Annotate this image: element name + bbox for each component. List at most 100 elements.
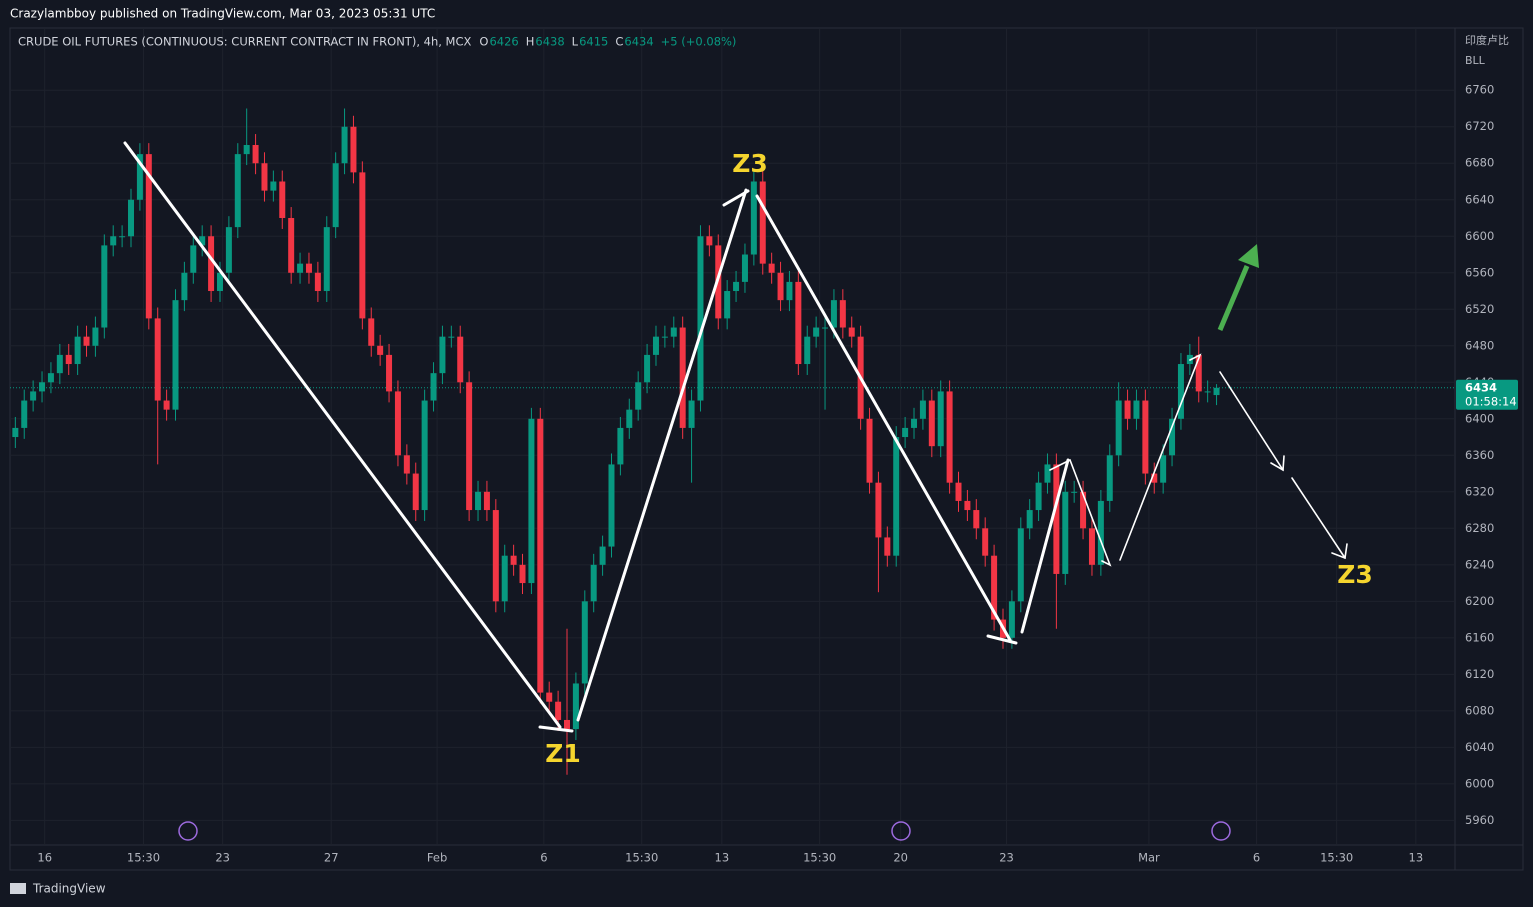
y-tick-label: 6000 (1465, 776, 1494, 790)
y-tick-label: 6480 (1465, 338, 1494, 352)
candle-body (163, 400, 170, 410)
candle-body (688, 400, 695, 428)
candle-body (1151, 473, 1158, 483)
candle-body (332, 163, 339, 228)
candle-body (12, 427, 19, 438)
candle-body (412, 473, 419, 511)
candle-body (830, 300, 837, 328)
candle-body (110, 236, 117, 246)
candle-body (848, 327, 855, 337)
ohlc-letter: C (615, 35, 623, 49)
x-tick-label: 13 (715, 851, 730, 865)
zigzag (755, 194, 1012, 642)
y-tick-label: 6760 (1465, 83, 1494, 97)
candle-body (190, 245, 197, 273)
candle-body (884, 537, 891, 556)
ohlc-value: 6426 (489, 35, 518, 49)
candle-body (795, 281, 802, 365)
unit: BLL (1465, 54, 1486, 67)
events (178, 821, 1231, 841)
event-icon[interactable] (1211, 821, 1231, 841)
candle-body (243, 144, 250, 155)
candle-body (839, 300, 846, 328)
candle-body (475, 491, 482, 511)
candle-body (145, 154, 152, 319)
change: +5 (+0.08%) (661, 35, 737, 49)
candle-body (652, 336, 659, 355)
candle-body (1115, 400, 1122, 456)
ohlc-value: 6438 (535, 35, 564, 49)
green-arrow-head (1238, 244, 1259, 268)
candle-body (368, 318, 375, 346)
x-tick-label: 13 (1409, 851, 1424, 865)
candle-body (208, 236, 215, 292)
candle-body (813, 327, 820, 337)
candle-body (750, 181, 757, 255)
candle-body (1195, 354, 1202, 392)
projection (1219, 371, 1284, 471)
annotation: Z3 (732, 149, 768, 178)
candle-body (21, 400, 28, 428)
candle-body (261, 163, 268, 191)
x-tick-label: 15:30 (625, 851, 658, 865)
candle-body (403, 455, 410, 474)
candle-body (599, 546, 606, 565)
candle-body (902, 427, 909, 438)
candle-body (83, 336, 90, 346)
candle-body (101, 245, 108, 328)
candle-body (74, 336, 81, 365)
candle-body (1071, 491, 1078, 493)
candle-body (199, 236, 206, 246)
candle-body (564, 719, 571, 730)
footer-brand: TradingView (32, 882, 106, 896)
candle-body (1106, 455, 1113, 501)
brand-logo (10, 883, 26, 894)
candle-body (1097, 500, 1104, 565)
candle-body (1008, 601, 1015, 638)
y-tick-label: 6360 (1465, 448, 1494, 462)
candle-body (519, 564, 526, 584)
x-tick-label: 15:30 (1320, 851, 1353, 865)
candle-body (92, 327, 99, 346)
candle-body (483, 491, 490, 511)
candle-body (1044, 464, 1051, 483)
candle-body (172, 300, 179, 410)
candle-body (724, 291, 731, 319)
candle-body (56, 354, 63, 374)
x-tick-label: 23 (999, 851, 1014, 865)
x-tick-label: 20 (893, 851, 908, 865)
candle-body (341, 126, 348, 164)
event-icon[interactable] (178, 821, 198, 841)
candle-body (991, 555, 998, 620)
candle-body (457, 336, 464, 383)
candle-body (128, 199, 135, 237)
x-tick-label: Feb (427, 851, 447, 865)
x-tick-label: 23 (215, 851, 230, 865)
candle-body (1017, 528, 1024, 602)
candle-body (866, 418, 873, 483)
y-tick-label: 6560 (1465, 265, 1494, 279)
zigzag (1049, 458, 1112, 567)
candle-body (973, 510, 980, 529)
chart-title: CRUDE OIL FUTURES (CONTINUOUS: CURRENT C… (18, 35, 471, 49)
candle-body (804, 336, 811, 365)
y-tick-label: 6200 (1465, 594, 1494, 608)
candle-body (919, 400, 926, 419)
y-tick-label: 6120 (1465, 667, 1494, 681)
x-tick-label: 6 (1253, 851, 1260, 865)
countdown: 01:58:14 (1465, 394, 1517, 408)
candle-body (377, 345, 384, 355)
candle-body (1177, 364, 1184, 419)
event-icon[interactable] (891, 821, 911, 841)
y-tick-label: 6720 (1465, 119, 1494, 133)
candle-body (1062, 491, 1069, 574)
candle-body (323, 227, 330, 292)
candle-body (937, 391, 944, 447)
y-tick-label: 6160 (1465, 630, 1494, 644)
ohlc-letter: L (572, 35, 579, 49)
candle-body (786, 281, 793, 301)
y-tick-label: 6240 (1465, 557, 1494, 571)
candle-body (154, 318, 161, 401)
candle-body (297, 263, 304, 273)
